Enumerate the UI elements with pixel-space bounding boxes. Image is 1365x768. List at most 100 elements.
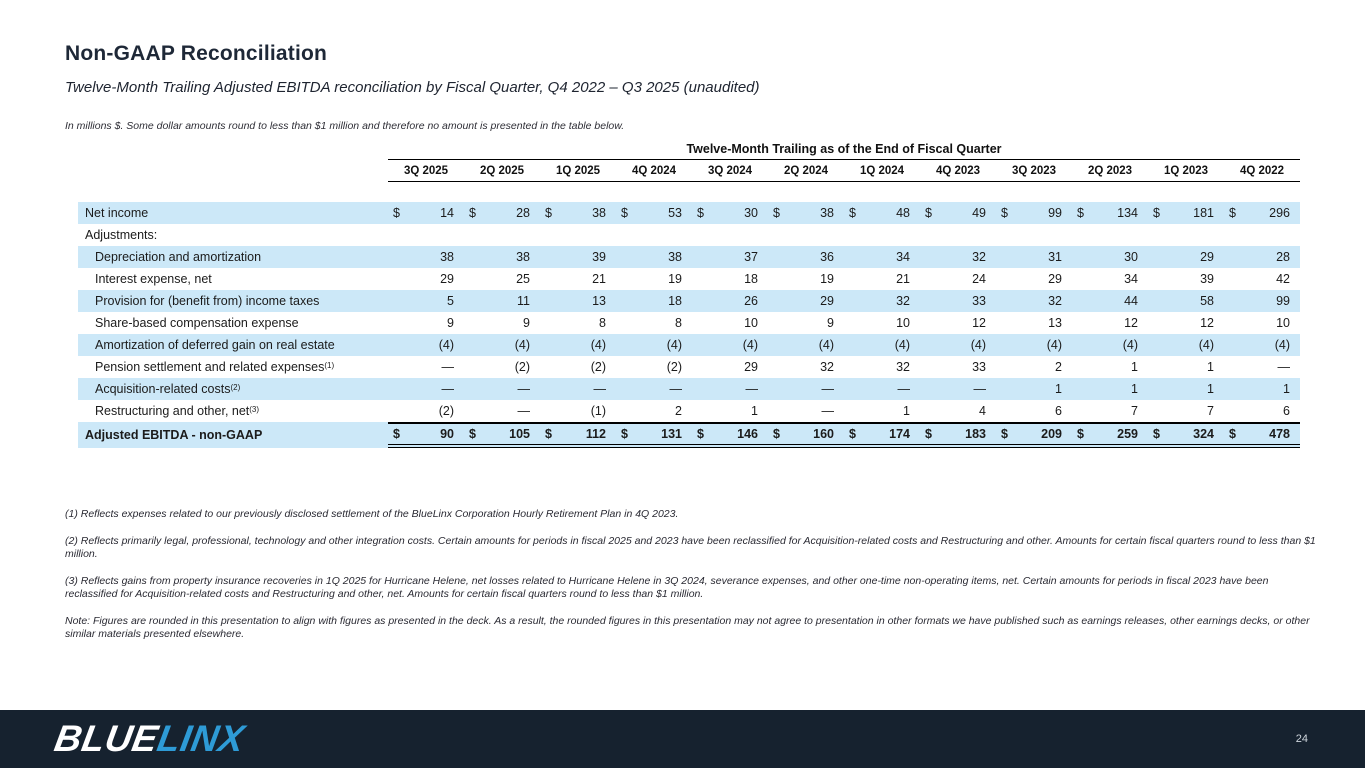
value-cell: 10 bbox=[692, 312, 768, 334]
value-cell: $49 bbox=[920, 202, 996, 224]
cell-value: 32 bbox=[896, 360, 910, 374]
value-cell: 30 bbox=[1072, 246, 1148, 268]
cell-value: 44 bbox=[1124, 294, 1138, 308]
cell-value: 19 bbox=[668, 272, 682, 286]
table-caption-row: Twelve-Month Trailing as of the End of F… bbox=[78, 142, 1300, 160]
cell-value: — bbox=[441, 360, 455, 374]
value-cell: 19 bbox=[616, 268, 692, 290]
column-header: 3Q 2023 bbox=[996, 160, 1072, 182]
value-cell: 29 bbox=[996, 268, 1072, 290]
column-header: 1Q 2025 bbox=[540, 160, 616, 182]
value-cell: 39 bbox=[1148, 268, 1224, 290]
cell-value: 49 bbox=[972, 206, 986, 220]
cell-value: (4) bbox=[590, 338, 606, 352]
cell-value: 26 bbox=[744, 294, 758, 308]
value-cell: 58 bbox=[1148, 290, 1224, 312]
column-header: 3Q 2024 bbox=[692, 160, 768, 182]
value-cell bbox=[920, 224, 996, 246]
cell-value: 38 bbox=[516, 250, 530, 264]
value-cell: 32 bbox=[996, 290, 1072, 312]
value-cell: $48 bbox=[844, 202, 920, 224]
row-label: Pension settlement and related expenses(… bbox=[95, 360, 335, 374]
value-cell: (2) bbox=[464, 356, 540, 378]
cell-value: — bbox=[897, 382, 911, 396]
value-cell: 19 bbox=[768, 268, 844, 290]
cell-value: 5 bbox=[447, 294, 454, 308]
value-cell: 32 bbox=[844, 290, 920, 312]
value-cell: 32 bbox=[920, 246, 996, 268]
value-cell: 34 bbox=[1072, 268, 1148, 290]
value-cell: (4) bbox=[1224, 334, 1300, 356]
value-cell: 10 bbox=[844, 312, 920, 334]
cell-value: — bbox=[593, 382, 607, 396]
value-cell: — bbox=[692, 378, 768, 400]
cell-value: (2) bbox=[590, 360, 606, 374]
page-number: 24 bbox=[1295, 733, 1308, 745]
value-cell: 28 bbox=[1224, 246, 1300, 268]
cell-value: 12 bbox=[1200, 316, 1214, 330]
table-row: Acquisition-related costs (2) — — — — — — — — 1 1 1 1 bbox=[78, 378, 1300, 400]
cell-value: 30 bbox=[1124, 250, 1138, 264]
row-label: Restructuring and other, net (3) bbox=[95, 404, 260, 418]
cell-value: (2) bbox=[438, 404, 454, 418]
column-header: 2Q 2025 bbox=[464, 160, 540, 182]
value-cell: $28 bbox=[464, 202, 540, 224]
footnotes: (1) Reflects expenses related to our pre… bbox=[65, 508, 1317, 655]
cell-value: 296 bbox=[1269, 206, 1290, 220]
table-row: Net income $14 $28 $38 $53 $30 $38 $48 $49 $99 $13… bbox=[78, 202, 1300, 224]
value-cell bbox=[1072, 224, 1148, 246]
value-cell: $209 bbox=[996, 422, 1072, 448]
head-label-spacer bbox=[78, 160, 388, 182]
value-cell: $134 bbox=[1072, 202, 1148, 224]
cell-value: 21 bbox=[896, 272, 910, 286]
value-cell: $112 bbox=[540, 422, 616, 448]
cell-value: 33 bbox=[972, 360, 986, 374]
value-cell: 21 bbox=[540, 268, 616, 290]
dollar-sign: $ bbox=[849, 427, 856, 441]
units-note: In millions $. Some dollar amounts round… bbox=[65, 120, 625, 132]
footnote-1: (1) Reflects expenses related to our pre… bbox=[65, 508, 679, 520]
cell-value: 13 bbox=[1048, 316, 1062, 330]
value-cell bbox=[464, 224, 540, 246]
cell-value: — bbox=[517, 382, 531, 396]
dollar-sign: $ bbox=[393, 427, 400, 441]
dollar-sign: $ bbox=[1229, 427, 1236, 441]
value-cell: $259 bbox=[1072, 422, 1148, 448]
value-cell: 29 bbox=[768, 290, 844, 312]
value-cell: 8 bbox=[616, 312, 692, 334]
value-cell bbox=[1224, 224, 1300, 246]
value-cell: — bbox=[388, 378, 464, 400]
cell-value: (4) bbox=[438, 338, 454, 352]
dollar-sign: $ bbox=[773, 427, 780, 441]
cell-value: 58 bbox=[1200, 294, 1214, 308]
cell-value: 6 bbox=[1283, 404, 1290, 418]
value-cell: $296 bbox=[1224, 202, 1300, 224]
cell-value: 24 bbox=[972, 272, 986, 286]
value-cell: 39 bbox=[540, 246, 616, 268]
dollar-sign: $ bbox=[1229, 206, 1236, 220]
value-cell: 1 bbox=[1148, 356, 1224, 378]
cell-value: 478 bbox=[1269, 427, 1290, 441]
cell-value: 2 bbox=[675, 404, 682, 418]
value-cell: (4) bbox=[388, 334, 464, 356]
table-row: Provision for (benefit from) income taxe… bbox=[78, 290, 1300, 312]
dollar-sign: $ bbox=[393, 206, 400, 220]
cell-value: 99 bbox=[1048, 206, 1062, 220]
cell-value: 7 bbox=[1131, 404, 1138, 418]
cell-value: (2) bbox=[666, 360, 682, 374]
cell-value: 105 bbox=[509, 427, 530, 441]
cell-value: (4) bbox=[514, 338, 530, 352]
cell-value: 134 bbox=[1117, 206, 1138, 220]
cell-value: 14 bbox=[440, 206, 454, 220]
cell-value: 259 bbox=[1117, 427, 1138, 441]
row-label: Depreciation and amortization bbox=[95, 250, 262, 264]
cell-value: — bbox=[821, 404, 835, 418]
value-cell: — bbox=[844, 378, 920, 400]
value-cell: $131 bbox=[616, 422, 692, 448]
value-cell: 12 bbox=[920, 312, 996, 334]
cell-value: 90 bbox=[440, 427, 454, 441]
table-row: Adjusted EBITDA - non-GAAP $90 $105 $112 $13… bbox=[78, 422, 1300, 448]
dollar-sign: $ bbox=[469, 206, 476, 220]
value-cell: 1 bbox=[1072, 378, 1148, 400]
